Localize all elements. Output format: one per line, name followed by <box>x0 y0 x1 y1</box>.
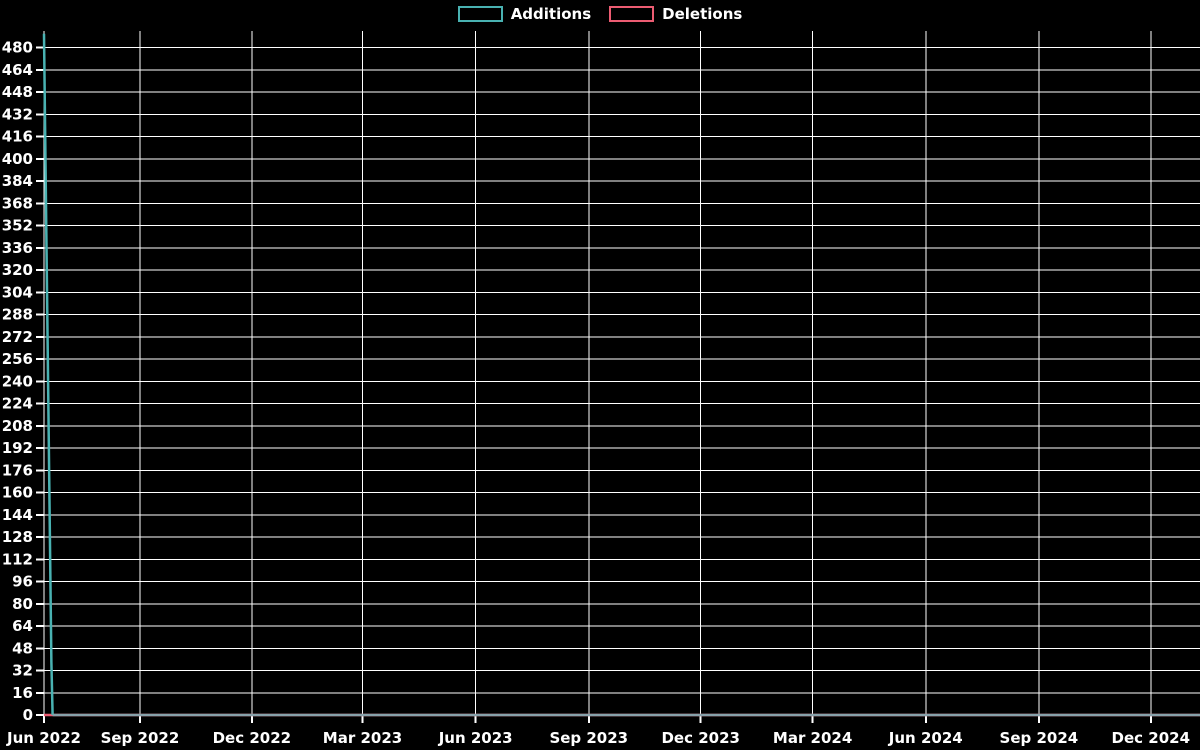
y-tick-label: 384 <box>2 172 33 190</box>
legend-item-additions[interactable]: Additions <box>457 5 592 23</box>
y-tick-label: 0 <box>23 706 33 724</box>
y-tick-label: 48 <box>12 639 33 657</box>
legend: Additions Deletions <box>0 5 1200 23</box>
deletions-swatch-icon <box>609 6 655 22</box>
y-tick-label: 128 <box>2 528 33 546</box>
y-tick-label: 176 <box>2 461 33 479</box>
y-tick-label: 320 <box>2 261 33 279</box>
y-tick-label: 400 <box>2 150 33 168</box>
additions-legend-label: Additions <box>510 5 592 23</box>
x-tick-label: Dec 2024 <box>1112 729 1191 747</box>
y-tick-label: 144 <box>2 506 33 524</box>
y-tick-label: 240 <box>2 372 33 390</box>
x-tick-label: Sep 2024 <box>1000 729 1079 747</box>
y-tick-label: 352 <box>2 217 33 235</box>
y-tick-label: 224 <box>2 395 33 413</box>
y-tick-label: 208 <box>2 417 33 435</box>
x-tick-label: Jun 2024 <box>888 729 963 747</box>
y-tick-label: 448 <box>2 83 33 101</box>
y-tick-label: 416 <box>2 128 33 146</box>
x-tick-label: Sep 2023 <box>549 729 628 747</box>
y-tick-label: 480 <box>2 39 33 57</box>
x-tick-label: Mar 2024 <box>773 729 852 747</box>
legend-item-deletions[interactable]: Deletions <box>609 5 742 23</box>
x-tick-label: Dec 2023 <box>661 729 740 747</box>
deletions-legend-label: Deletions <box>662 5 743 23</box>
y-tick-label: 16 <box>12 684 33 702</box>
x-tick-label: Jun 2022 <box>6 729 81 747</box>
x-tick-label: Dec 2022 <box>213 729 292 747</box>
y-tick-label: 80 <box>12 595 33 613</box>
y-tick-label: 272 <box>2 328 33 346</box>
x-tick-label: Sep 2022 <box>101 729 180 747</box>
additions-swatch-icon <box>457 6 503 22</box>
y-tick-label: 336 <box>2 239 33 257</box>
y-tick-label: 432 <box>2 105 33 123</box>
y-tick-label: 256 <box>2 350 33 368</box>
y-tick-label: 112 <box>2 550 33 568</box>
y-tick-label: 192 <box>2 439 33 457</box>
additions-line <box>42 33 54 716</box>
y-tick-label: 96 <box>12 573 33 591</box>
y-tick-label: 64 <box>12 617 33 635</box>
y-tick-label: 464 <box>2 61 33 79</box>
y-tick-label: 160 <box>2 484 33 502</box>
y-tick-label: 368 <box>2 194 33 212</box>
x-tick-label: Jun 2023 <box>438 729 513 747</box>
y-tick-label: 32 <box>12 662 33 680</box>
y-tick-label: 288 <box>2 306 33 324</box>
y-tick-label: 304 <box>2 283 33 301</box>
x-tick-label: Mar 2023 <box>323 729 402 747</box>
